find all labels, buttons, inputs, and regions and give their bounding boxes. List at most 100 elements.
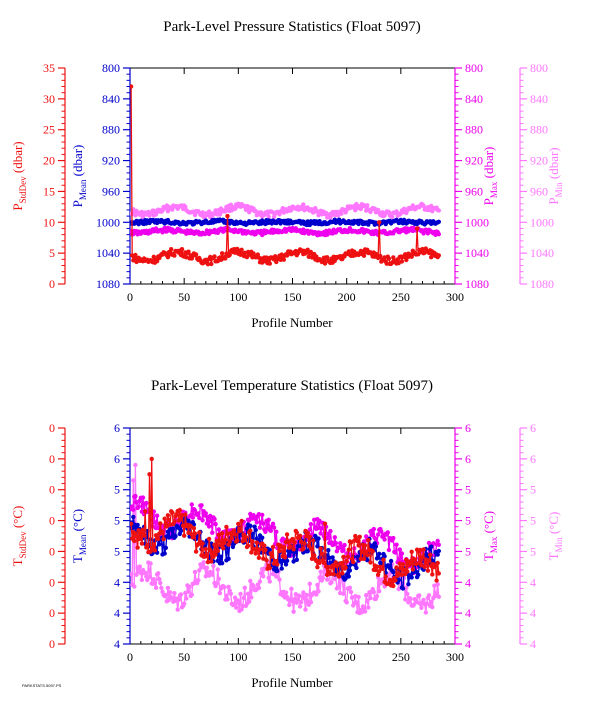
data-point-mean xyxy=(347,568,353,573)
data-point-stddev xyxy=(209,261,214,267)
data-point-min xyxy=(354,600,359,605)
data-point-stddev xyxy=(419,563,424,568)
data-point-mean xyxy=(409,575,414,580)
data-point-stddev xyxy=(188,523,193,529)
mean-axis-label-unit: (dbar) xyxy=(70,145,85,180)
data-point-mean xyxy=(326,548,331,553)
mean-axis-label-main: T xyxy=(70,555,85,563)
min-axis-label-sub: Min xyxy=(554,182,564,198)
data-point-stddev xyxy=(434,578,439,583)
data-point-stddev xyxy=(239,518,244,524)
data-point-mean xyxy=(287,553,292,558)
data-point-min xyxy=(302,596,307,601)
data-point-min xyxy=(163,592,168,598)
data-point-stddev xyxy=(326,565,331,570)
data-point-min xyxy=(241,595,246,601)
data-point-stddev xyxy=(149,456,154,462)
data-point-min xyxy=(380,210,385,215)
data-point-min xyxy=(308,600,314,605)
stddev-tick-label: 0 xyxy=(49,514,55,528)
temperature-chart-title: Park-Level Temperature Statistics (Float… xyxy=(151,378,433,394)
data-point-min xyxy=(217,591,223,596)
data-point-stddev xyxy=(158,521,163,526)
max-tick-label: 6 xyxy=(465,421,471,435)
data-point-mean xyxy=(284,558,290,563)
data-point-stddev xyxy=(224,524,229,530)
data-point-stddev xyxy=(340,571,345,576)
data-point-stddev xyxy=(399,572,405,577)
data-point-mean xyxy=(275,568,280,574)
data-point-stddev xyxy=(436,571,441,576)
data-point-min xyxy=(251,584,256,589)
data-point-max xyxy=(308,522,314,527)
data-point-stddev xyxy=(356,543,361,548)
data-point-stddev xyxy=(321,560,327,565)
max-tick-label: 960 xyxy=(465,184,483,198)
data-point-stddev xyxy=(151,542,156,547)
data-point-min xyxy=(225,597,230,602)
data-point-stddev xyxy=(391,583,396,589)
data-point-stddev xyxy=(204,552,210,557)
data-point-stddev xyxy=(156,536,161,541)
data-point-stddev xyxy=(269,554,275,559)
data-point-mean xyxy=(355,554,360,559)
data-point-max xyxy=(136,504,141,509)
data-point-min xyxy=(144,574,149,579)
max-tick-label: 840 xyxy=(465,92,483,106)
data-point-mean xyxy=(283,562,289,567)
max-tick-label: 1040 xyxy=(465,246,489,260)
data-point-mean xyxy=(173,533,178,539)
data-point-max xyxy=(192,508,198,513)
data-point-stddev xyxy=(410,567,415,572)
data-point-min xyxy=(430,604,435,610)
x-tick-label: 50 xyxy=(178,650,190,664)
data-point-max xyxy=(189,502,194,507)
stddev-tick-label: 0 xyxy=(49,452,55,466)
data-point-max xyxy=(256,512,262,517)
data-point-stddev xyxy=(435,560,440,566)
data-point-max xyxy=(393,550,398,555)
data-point-mean xyxy=(343,576,348,581)
data-point-stddev xyxy=(405,569,410,574)
data-point-max xyxy=(334,549,340,554)
mean-axis-label: PMean (dbar) xyxy=(70,145,88,208)
mean-tick-label: 4 xyxy=(114,575,120,589)
data-point-min xyxy=(328,215,333,220)
data-point-min xyxy=(417,593,422,598)
data-point-stddev xyxy=(344,558,349,564)
data-point-min xyxy=(274,574,279,579)
data-point-stddev xyxy=(212,254,217,259)
data-point-min xyxy=(329,580,334,585)
data-point-min xyxy=(216,576,221,581)
data-point-stddev xyxy=(398,565,403,571)
data-point-max xyxy=(325,535,330,541)
data-point-stddev xyxy=(308,249,314,255)
data-point-min xyxy=(238,591,243,597)
min-tick-label: 5 xyxy=(530,514,536,528)
data-point-min xyxy=(176,597,181,602)
data-point-min xyxy=(148,561,153,566)
data-point-mean xyxy=(375,555,381,560)
data-point-mean xyxy=(330,555,335,560)
data-point-mean xyxy=(178,528,184,534)
data-point-mean xyxy=(219,561,225,566)
data-point-stddev xyxy=(257,547,263,552)
stddev-tick-label: 0 xyxy=(49,575,55,589)
data-point-stddev xyxy=(436,253,441,258)
series-min xyxy=(130,201,441,220)
data-point-stddev xyxy=(430,572,435,577)
data-point-mean xyxy=(373,544,379,549)
data-point-mean xyxy=(416,572,421,577)
data-point-min xyxy=(240,603,245,609)
data-point-mean xyxy=(436,219,441,224)
data-point-min xyxy=(215,567,220,572)
data-point-min xyxy=(434,591,439,596)
data-point-min xyxy=(295,597,301,602)
data-point-stddev xyxy=(275,562,280,567)
mean-tick-label: 6 xyxy=(114,452,120,466)
mean-axis-label-unit: (°C) xyxy=(70,509,85,535)
stddev-tick-label: 0 xyxy=(49,606,55,620)
data-point-min xyxy=(178,592,184,597)
data-point-stddev xyxy=(254,540,259,545)
